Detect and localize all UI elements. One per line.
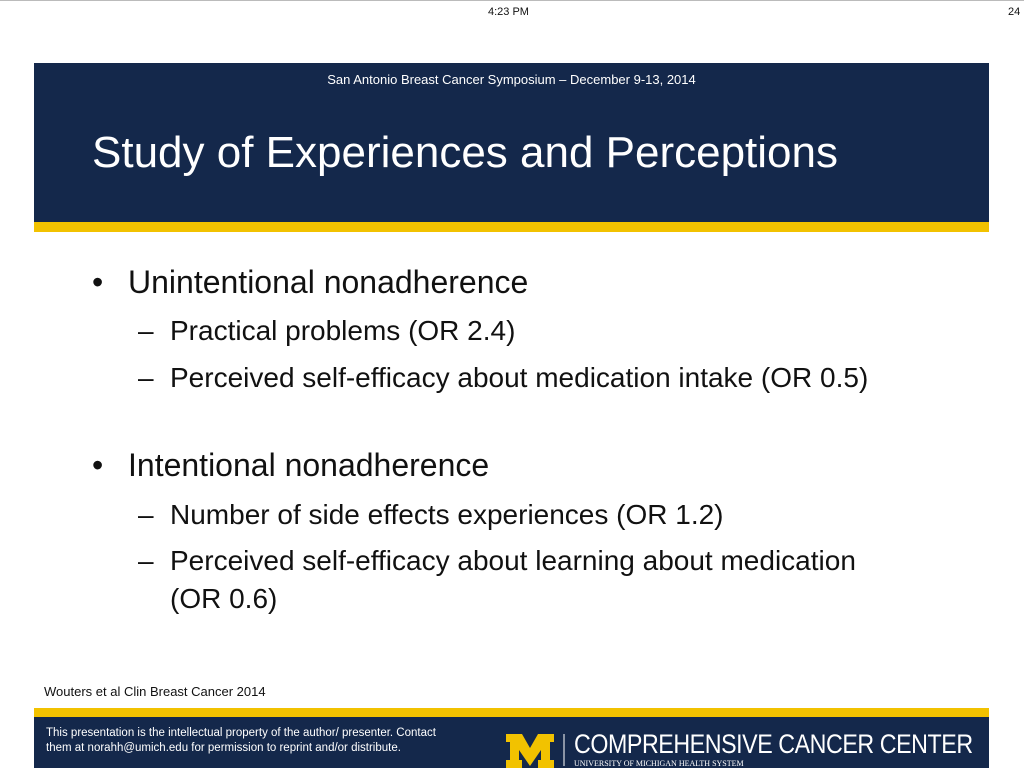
sub-bullet-text: Number of side effects experiences (OR 1… [170, 499, 724, 530]
sub-bullet: – Practical problems (OR 2.4) [138, 312, 908, 350]
bullet-text: Intentional nonadherence [128, 447, 490, 483]
sub-bullet-text: Perceived self-efficacy about medication… [170, 362, 869, 393]
slide-title: Study of Experiences and Perceptions [92, 128, 839, 177]
sub-bullet: – Perceived self-efficacy about medicatio… [138, 359, 908, 397]
copyright-notice: This presentation is the intellectual pr… [46, 727, 436, 754]
footer-stripe [34, 708, 989, 717]
bullet-text: Unintentional nonadherence [128, 264, 529, 300]
battery-level: 24 [1008, 6, 1021, 18]
header-band [34, 63, 989, 222]
sub-bullet-text: Perceived self-efficacy about learning a… [170, 545, 856, 614]
system-name: UNIVERSITY OF MICHIGAN HEALTH SYSTEM [574, 759, 744, 768]
sub-bullet: – Perceived self-efficacy about learning … [138, 542, 908, 618]
slide-header: San Antonio Breast Cancer Symposium – De… [327, 72, 696, 87]
clock: 4:23 PM [488, 6, 529, 18]
bullet: • Unintentional nonadherence [92, 264, 952, 301]
citation: Wouters et al Clin Breast Cancer 2014 [44, 684, 266, 699]
logo [506, 734, 565, 768]
bullet: • Intentional nonadherence [92, 447, 952, 484]
center-name: COMPREHENSIVE CANCER CENTER [574, 729, 973, 759]
header-stripe [34, 222, 989, 232]
status-bar: 4:23 PM 24 [0, 0, 1024, 23]
sub-bullet-text: Practical problems (OR 2.4) [170, 315, 516, 346]
sub-bullet: – Number of side effects experiences (OR … [138, 496, 908, 534]
